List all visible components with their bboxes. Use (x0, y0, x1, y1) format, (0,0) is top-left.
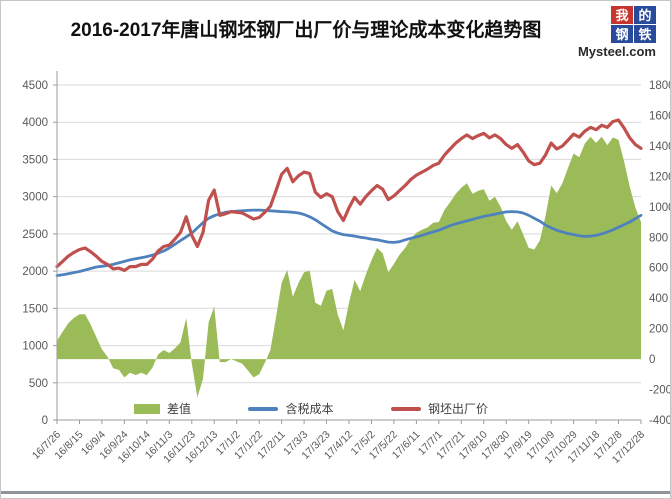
right-axis-tick-label: 600 (649, 263, 668, 275)
price-line-swatch (390, 406, 421, 411)
chart-legend: 差值 含税成本 钢坯出厂价 (134, 400, 488, 417)
logo-char-gang: 钢 (611, 25, 633, 43)
mysteel-logo: 我 的 钢 铁 Mysteel.com (566, 6, 656, 59)
left-axis-tick-label: 2000 (22, 266, 48, 278)
right-axis-tick-label: 400 (649, 293, 668, 305)
right-axis-tick-label: -200 (649, 385, 671, 397)
left-axis-tick-label: 2500 (22, 229, 48, 241)
left-axis-tick-label: 3000 (22, 192, 48, 204)
diff-area-series (57, 136, 641, 398)
right-axis-tick-label: 1000 (649, 202, 671, 214)
right-axis-labels: -400 -200 0 200 400 600 800 1000 1200 1400 1600 180… (649, 80, 671, 427)
right-axis-tick-label: 800 (649, 232, 668, 244)
legend-item-cost: 含税成本 (248, 400, 334, 417)
x-axis-labels: 16/7/2616/8/1516/9/416/9/2416/10/1416/11… (30, 420, 647, 466)
chart-title: 2016-2017年唐山钢坯钢厂出厂价与理论成本变化趋势图 (70, 20, 542, 41)
left-axis-labels: 0 500 1000 1500 2000 2500 3000 3500 4000 4500 (22, 80, 57, 427)
left-axis-tick-label: 4000 (22, 117, 48, 129)
logo-char-tie: 铁 (634, 25, 656, 43)
price-line-series (55, 118, 643, 272)
right-axis-tick-label: -400 (649, 415, 671, 427)
logo-char-wo: 我 (611, 6, 633, 24)
right-axis-tick-label: 1800 (649, 80, 671, 92)
logo-char-de: 的 (634, 6, 656, 24)
mysteel-site-text: Mysteel.com (577, 44, 656, 59)
right-axis-tick-label: 1600 (649, 111, 671, 123)
right-axis-tick-label: 0 (649, 354, 655, 366)
left-axis-tick-label: 3500 (22, 154, 48, 166)
left-axis-tick-label: 4500 (22, 80, 48, 92)
mysteel-logo-grid: 我 的 钢 铁 (611, 6, 656, 43)
legend-label-cost: 含税成本 (285, 402, 334, 416)
cost-line-swatch (248, 406, 279, 411)
right-axis-tick-label: 200 (649, 324, 668, 336)
left-axis-tick-label: 0 (42, 415, 48, 427)
right-axis-tick-label: 1200 (649, 171, 671, 183)
legend-item-price: 钢坯出厂价 (390, 400, 488, 417)
legend-label-diff: 差值 (167, 402, 192, 416)
legend-label-price: 钢坯出厂价 (427, 402, 488, 416)
image-bottom-border (1, 491, 670, 494)
left-axis-tick-label: 1000 (22, 341, 48, 353)
left-axis-tick-label: 500 (29, 378, 48, 390)
legend-item-diff: 差值 (134, 400, 191, 417)
left-axis-tick-label: 1500 (22, 303, 48, 315)
diff-area-swatch (134, 403, 160, 414)
right-axis-tick-label: 1400 (649, 141, 671, 153)
